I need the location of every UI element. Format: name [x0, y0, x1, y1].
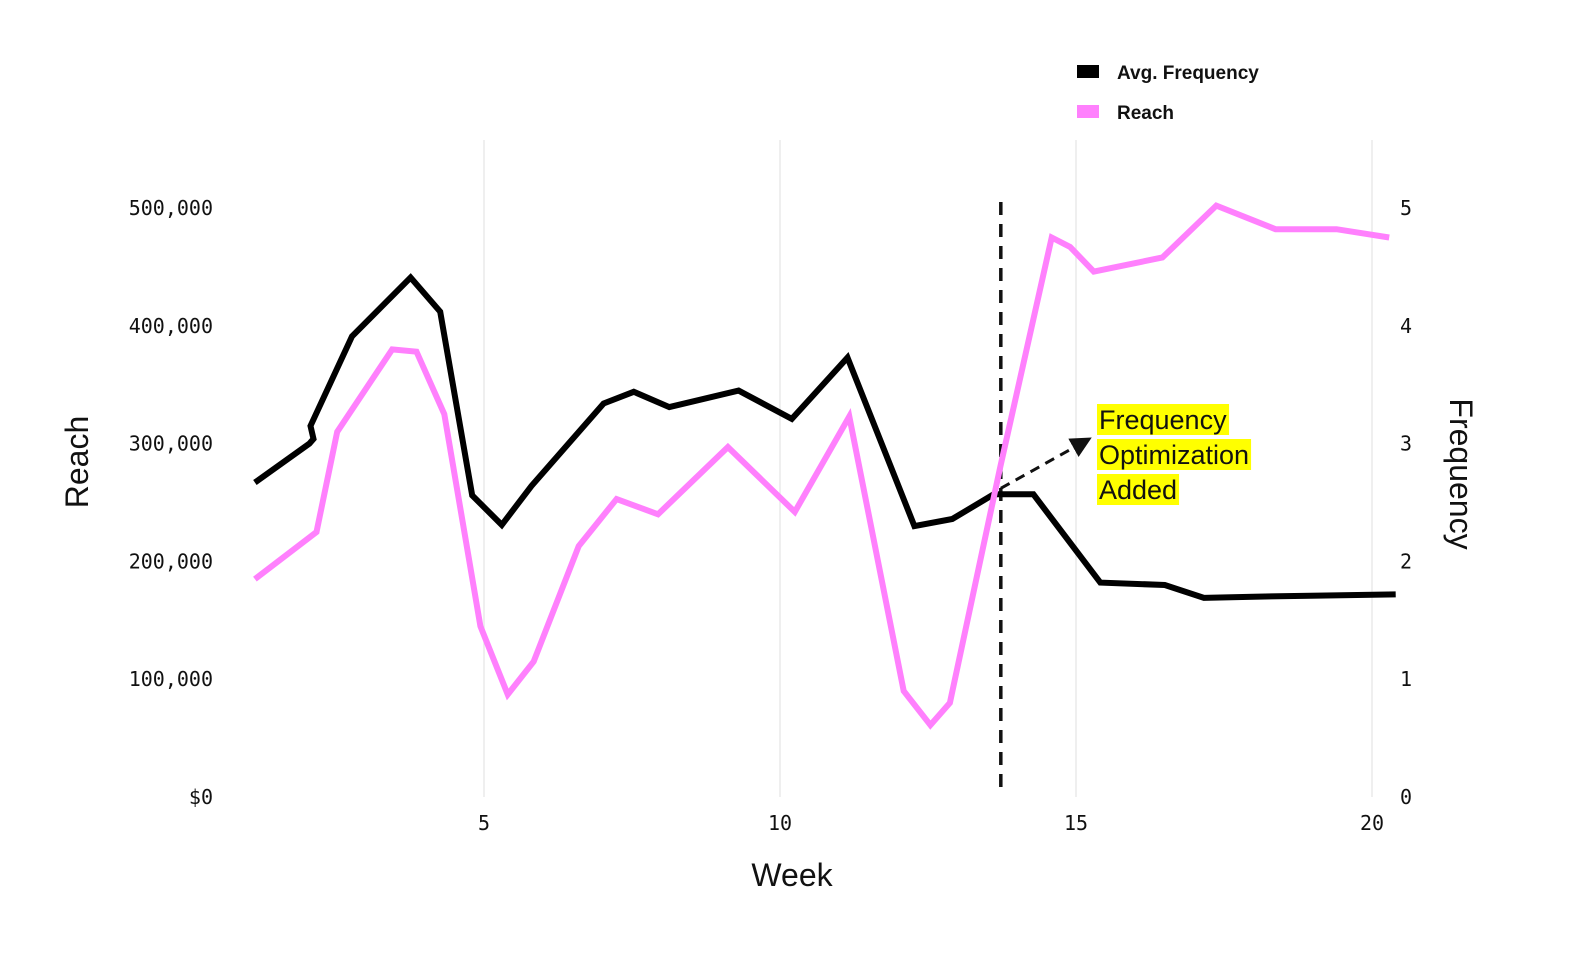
y-right-tick-label: 4 — [1400, 314, 1412, 338]
y-left-tick-label: 100,000 — [129, 667, 213, 691]
y-right-axis-title: Frequency — [1443, 398, 1479, 549]
annotation-text-layer: Frequency Optimization Added — [1000, 404, 1252, 505]
annotation-highlight — [1097, 404, 1230, 435]
legend-swatch — [1077, 105, 1099, 118]
x-tick-label: 20 — [1360, 811, 1384, 835]
y-left-tick-label: 200,000 — [129, 549, 213, 573]
series-line-avg-frequency — [253, 273, 1396, 601]
y-left-tick-label: 500,000 — [129, 196, 213, 220]
y-right-tick-label: 1 — [1400, 667, 1412, 691]
annotation-arrow — [1000, 437, 1092, 490]
annotation-highlight — [1097, 439, 1252, 470]
y-left-tick-label: $0 — [189, 785, 213, 809]
y-left-axis-title: Reach — [59, 416, 95, 509]
legend-swatch — [1077, 65, 1099, 78]
x-tick-label: 15 — [1064, 811, 1088, 835]
y-right-tick-label: 5 — [1400, 196, 1412, 220]
series-line-reach — [253, 202, 1390, 730]
x-tick-label: 10 — [768, 811, 792, 835]
legend-label: Reach — [1117, 103, 1174, 124]
annotation-text-line: Frequency — [1099, 405, 1227, 435]
x-axis-title: Week — [751, 857, 833, 893]
x-tick-label: 5 — [478, 811, 490, 835]
series-layer — [253, 202, 1396, 730]
y-left-tick-label: 400,000 — [129, 314, 213, 338]
legend-label: Avg. Frequency — [1117, 63, 1259, 84]
annotation-text-line: Added — [1099, 475, 1177, 505]
legend: Avg. Frequency Reach — [1077, 63, 1259, 124]
y-right-tick-label: 2 — [1400, 549, 1412, 573]
axis-labels: 5 10 15 20$0100,000200,000300,000400,000500… — [59, 196, 1479, 893]
y-left-tick-label: 300,000 — [129, 432, 213, 456]
annotation-highlight — [1097, 474, 1180, 505]
y-right-tick-label: 0 — [1400, 785, 1412, 809]
y-right-tick-label: 3 — [1400, 432, 1412, 456]
annotation-text-line: Optimization — [1099, 440, 1249, 470]
